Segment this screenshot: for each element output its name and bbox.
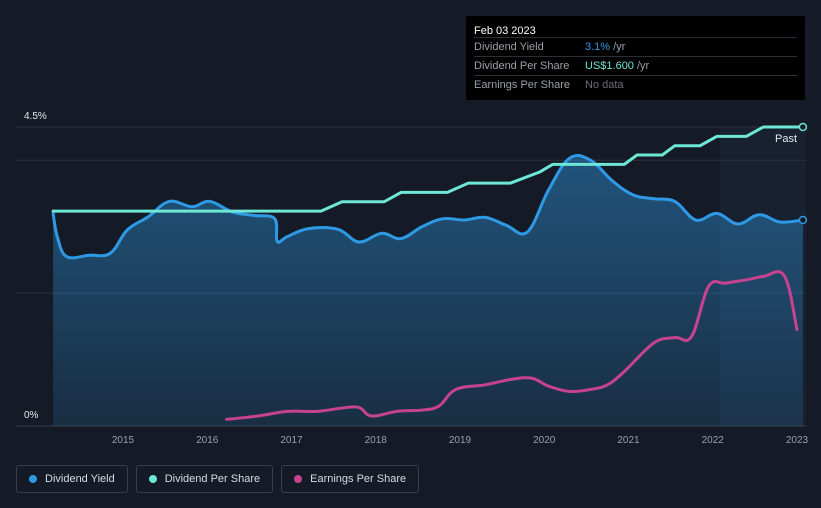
tooltip-value: No data	[585, 79, 624, 91]
tooltip-row-dividend-per-share: Dividend Per Share US$1.600 /yr	[474, 57, 797, 76]
x-tick-label: 2019	[449, 435, 472, 446]
x-tick-label: 2023	[786, 435, 809, 446]
y-tick-label: 4.5%	[24, 111, 47, 122]
legend-dot-icon	[294, 475, 303, 483]
tooltip-label: Dividend Per Share	[474, 60, 570, 72]
y-tick-label: 0%	[24, 410, 39, 421]
legend-label: Dividend Per Share	[164, 473, 261, 485]
dividend-per-share-line	[51, 125, 805, 213]
tooltip-unit: /yr	[613, 41, 626, 53]
legend-dot-icon	[29, 475, 37, 483]
x-tick-label: 2016	[196, 435, 219, 446]
dividend-per-share-end-point	[798, 122, 808, 132]
tooltip-date: Feb 03 2023	[474, 16, 797, 38]
legend-label: Earnings Per Share	[310, 473, 407, 485]
tooltip-label: Dividend Yield	[474, 41, 544, 53]
x-tick-label: 2022	[702, 435, 725, 446]
legend: Dividend Yield Dividend Per Share Earnin…	[16, 465, 420, 493]
tooltip-row-dividend-yield: Dividend Yield 3.1% /yr	[474, 38, 797, 57]
x-tick-label: 2015	[112, 435, 135, 446]
x-tick-label: 2017	[280, 435, 303, 446]
legend-dot-icon	[148, 475, 157, 483]
tooltip-unit: /yr	[636, 60, 650, 72]
past-label: Past	[775, 133, 797, 145]
legend-label: Dividend Yield	[45, 473, 115, 485]
tooltip-label: Earnings Per Share	[474, 79, 570, 91]
tooltip: Feb 03 2023 Dividend Yield 3.1% /yr Divi…	[466, 16, 805, 100]
legend-item-dividend-yield[interactable]: Dividend Yield	[16, 465, 128, 493]
tooltip-value: US$1.600	[585, 60, 634, 72]
dividend-yield-area	[53, 155, 803, 427]
tooltip-value: 3.1%	[585, 41, 611, 53]
dividend-yield-end-point	[798, 215, 808, 225]
x-tick-label: 2018	[365, 435, 388, 446]
legend-item-earnings-per-share[interactable]: Earnings Per Share	[281, 465, 420, 493]
tooltip-row-earnings-per-share: Earnings Per Share No data	[474, 76, 797, 94]
x-tick-label: 2021	[617, 435, 640, 446]
earnings-per-share-line	[225, 270, 799, 421]
legend-item-dividend-per-share[interactable]: Dividend Per Share	[135, 465, 274, 493]
x-tick-label: 2020	[533, 435, 556, 446]
